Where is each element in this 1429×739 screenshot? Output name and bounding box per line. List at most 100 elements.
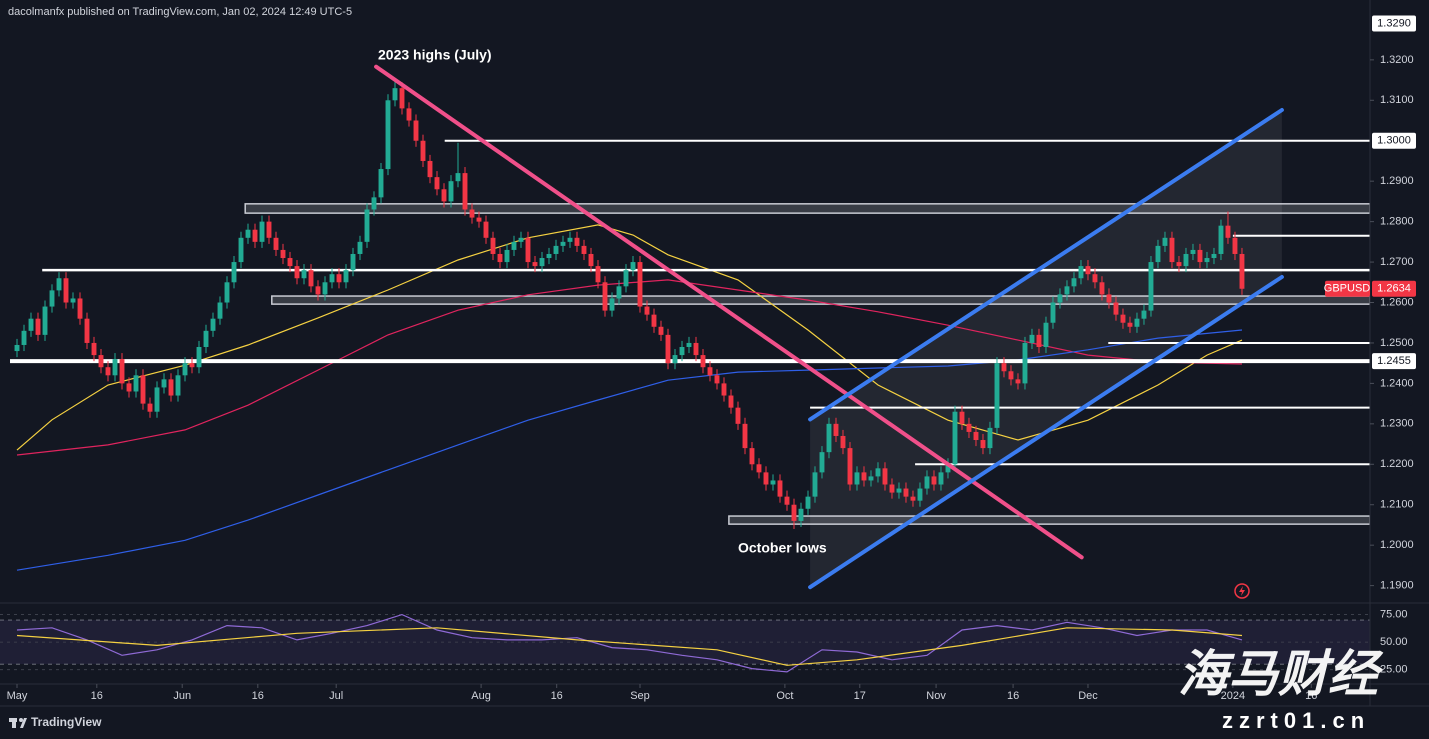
candle-body	[98, 355, 104, 368]
candle-body	[630, 262, 636, 271]
annotation: 2023 highs (July)	[378, 47, 492, 63]
candle-body	[399, 88, 405, 109]
candle-body	[336, 274, 342, 283]
candle-body	[854, 472, 860, 485]
x-tick-label: 17	[854, 690, 866, 702]
candle-body	[1232, 237, 1238, 254]
y-tick-label: 1.2300	[1380, 418, 1414, 430]
candle-body	[959, 411, 965, 424]
candle-body	[252, 229, 258, 242]
candle-body	[385, 100, 391, 170]
y-tick-label: 1.2800	[1380, 216, 1414, 228]
y-tick-label: 1.2400	[1380, 377, 1414, 389]
candle-body	[714, 375, 720, 384]
candle-body	[896, 488, 902, 493]
candle-body	[210, 318, 216, 331]
candle-body	[1015, 379, 1021, 384]
candle-body	[1148, 262, 1154, 311]
candle-body	[686, 342, 692, 347]
candle-body	[749, 448, 755, 465]
candle-body	[1092, 274, 1098, 283]
candle-body	[1141, 310, 1147, 319]
candle-body	[1113, 302, 1119, 315]
candle-body	[168, 379, 174, 396]
rsi-tick-label: 75.00	[1380, 608, 1408, 620]
candle-body	[875, 468, 881, 477]
candle-body	[175, 375, 181, 396]
candle-body	[476, 217, 482, 222]
overlay: 1.1900 1.2000 1.2100 1.2200 1.2300 1.2400 1.25…	[7, 15, 1416, 702]
x-tick-label: Dec	[1078, 690, 1098, 702]
x-tick-label: 16	[91, 690, 103, 702]
candle-body	[1043, 322, 1049, 347]
candle-body	[945, 464, 951, 473]
candle-body	[833, 423, 839, 436]
candle-body	[1057, 294, 1063, 303]
candle-body	[644, 306, 650, 315]
candle-body	[287, 258, 293, 267]
rsi-signal	[16, 627, 1243, 666]
candle-body	[84, 318, 90, 343]
y-tick-label: 1.2700	[1380, 256, 1414, 268]
candle-body	[1078, 266, 1084, 279]
candle-body	[889, 484, 895, 493]
x-tick-label: Aug	[471, 690, 491, 702]
candle-body	[588, 253, 594, 267]
candle-body	[518, 237, 524, 242]
candle-body	[973, 431, 979, 441]
x-tick-label: 16	[1007, 690, 1019, 702]
candle-body	[133, 375, 139, 392]
candle-body	[952, 411, 958, 465]
candle-body	[763, 472, 769, 485]
candle-body	[14, 344, 20, 352]
candle-body	[91, 342, 97, 356]
candle-body	[378, 169, 384, 198]
candle-body	[840, 435, 846, 449]
x-tick-label: Jun	[173, 690, 191, 702]
candle-body	[1008, 371, 1014, 380]
candle-body	[308, 270, 314, 287]
candle-body	[1001, 363, 1007, 372]
price-label-box	[1372, 15, 1416, 32]
candle-body	[329, 274, 335, 283]
candle-body	[735, 407, 741, 424]
candle-body	[357, 241, 363, 254]
moving-average	[16, 329, 1243, 571]
candle-body	[490, 237, 496, 254]
candle-body	[238, 237, 244, 263]
candle-body	[826, 423, 832, 453]
candle-body	[126, 383, 132, 392]
candle-body	[119, 359, 125, 384]
candle-body	[364, 209, 370, 242]
candle-body	[343, 270, 349, 283]
candle-body	[539, 258, 545, 267]
candle-body	[938, 472, 944, 485]
candle-body	[1162, 237, 1168, 246]
candle-body	[350, 253, 356, 271]
candle-body	[987, 427, 993, 449]
candle-body	[77, 298, 83, 319]
candle-body	[406, 108, 412, 121]
candle-body	[266, 221, 272, 238]
candle-body	[392, 88, 398, 101]
candle-body	[217, 302, 223, 319]
x-tick-label: Sep	[630, 690, 650, 702]
candle-body	[42, 306, 48, 335]
candle-body	[63, 278, 69, 303]
symbol-box	[1325, 280, 1370, 297]
candle-body	[245, 229, 251, 238]
candle-body	[567, 237, 573, 242]
candle-body	[616, 286, 622, 299]
candle-body	[1071, 278, 1077, 287]
y-tick-label: 1.3100	[1380, 94, 1414, 106]
event-icon-bolt	[1239, 586, 1245, 596]
candle-body	[420, 140, 426, 161]
logo-part	[12, 718, 16, 728]
candle-body	[1183, 253, 1189, 267]
candle-body	[511, 241, 517, 250]
candle-body	[1204, 258, 1210, 263]
candle-body	[448, 181, 454, 202]
candle-body	[322, 282, 328, 295]
